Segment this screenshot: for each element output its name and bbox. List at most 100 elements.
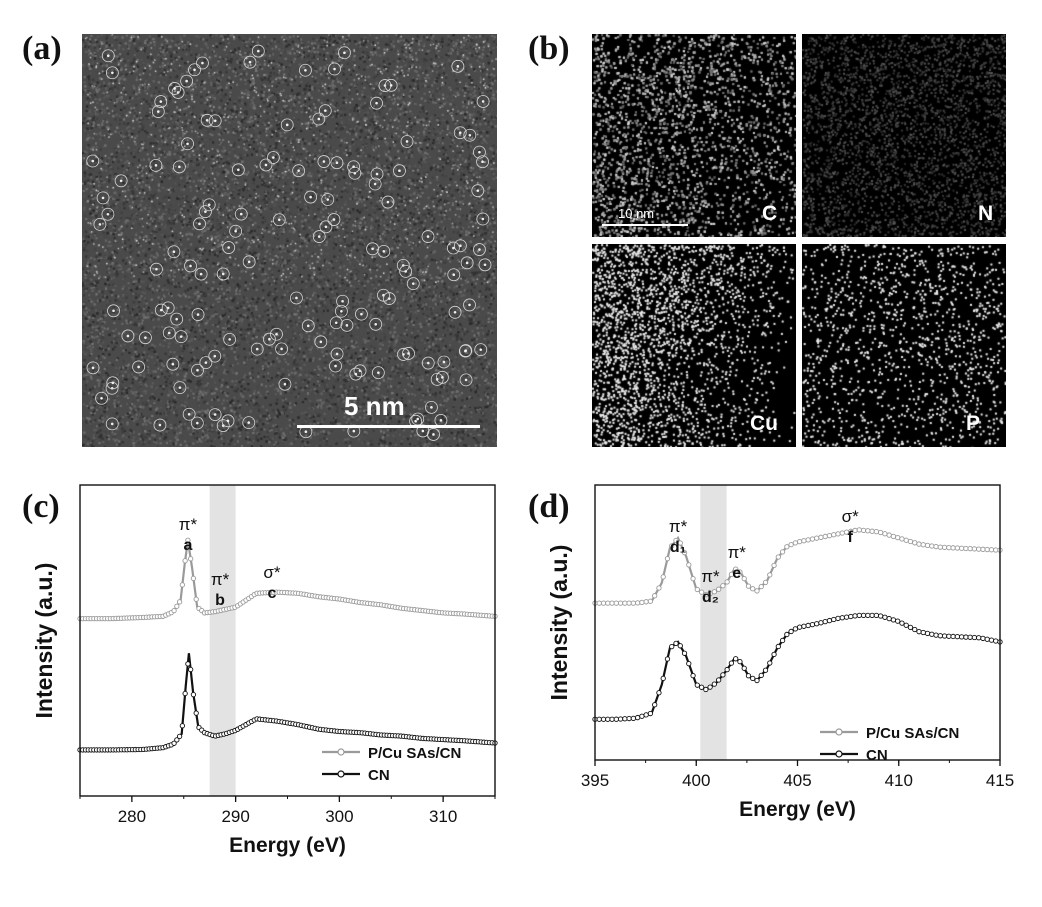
data-point — [916, 541, 922, 547]
atom-marker-circle — [259, 158, 273, 172]
annotation-symbol: π* — [211, 570, 230, 589]
atom-marker-circle — [436, 370, 449, 384]
atom-marker-dot — [388, 297, 391, 300]
atom-marker-dot — [205, 119, 209, 122]
atom-marker-circle — [86, 361, 100, 375]
data-point — [171, 607, 177, 614]
data-point — [937, 633, 943, 639]
atom-marker-circle — [188, 63, 201, 77]
atom-marker-circle — [474, 343, 488, 357]
atom-marker-dot — [178, 165, 181, 169]
data-point — [677, 540, 683, 546]
atom-marker-dot — [204, 210, 207, 213]
atom-marker-circle — [270, 327, 283, 341]
atom-marker-circle — [330, 156, 344, 170]
atom-marker-dot — [213, 354, 217, 358]
data-point — [805, 537, 811, 543]
atom-marker-circle — [250, 342, 264, 356]
atom-marker-dot — [386, 200, 390, 204]
atom-marker-dot — [178, 386, 182, 389]
legend-marker — [835, 728, 843, 736]
atom-marker-dot — [297, 169, 300, 172]
data-point — [758, 583, 764, 590]
data-point — [796, 624, 803, 630]
atom-marker-dot — [268, 337, 271, 341]
atom-marker-circle — [105, 417, 119, 431]
data-point — [767, 572, 773, 578]
atom-marker-circle — [476, 95, 490, 108]
data-point — [188, 556, 194, 562]
atom-marker-dot — [483, 263, 487, 267]
atom-marker-dot — [119, 179, 123, 183]
data-point — [779, 549, 786, 555]
atom-marker-dot — [155, 267, 158, 271]
atom-marker-dot — [371, 247, 374, 251]
atom-marker-circle — [377, 288, 390, 302]
data-point — [814, 621, 820, 627]
atom-marker-circle — [234, 207, 248, 221]
atom-marker-circle — [319, 220, 333, 234]
atom-marker-circle — [400, 135, 414, 148]
atom-marker-dot — [468, 303, 471, 307]
atom-marker-dot — [478, 150, 481, 154]
data-point — [171, 740, 177, 746]
atom-marker-circle — [368, 177, 382, 191]
data-point — [634, 600, 641, 606]
atom-marker-circle — [473, 145, 486, 159]
atom-marker-dot — [154, 164, 158, 167]
atom-marker-dot — [106, 54, 110, 58]
atom-marker-dot — [340, 309, 343, 313]
data-point — [954, 634, 961, 640]
atom-marker-circle — [382, 292, 396, 305]
data-point — [745, 673, 752, 679]
atom-marker-dot — [172, 250, 176, 254]
atom-marker-dot — [439, 419, 443, 422]
data-point — [814, 535, 820, 541]
atom-marker-dot — [479, 348, 483, 351]
atom-marker-circle — [216, 419, 230, 432]
data-point — [737, 659, 743, 665]
annotation-letter: c — [267, 585, 276, 602]
atom-marker-dot — [186, 142, 189, 146]
data-point — [831, 532, 837, 538]
atom-marker-circle — [463, 298, 476, 312]
data-point — [690, 575, 696, 582]
data-point — [976, 635, 982, 641]
atom-marker-dot — [255, 347, 259, 351]
atom-marker-circle — [421, 230, 435, 243]
atom-marker-dot — [156, 110, 160, 113]
data-point — [831, 616, 837, 623]
atom-marker-circle — [328, 62, 341, 76]
data-point — [605, 716, 611, 722]
atom-marker-circle — [166, 357, 180, 371]
data-point — [958, 545, 965, 551]
atom-marker-circle — [221, 414, 235, 428]
data-point — [843, 614, 850, 620]
data-point — [903, 622, 909, 628]
atom-marker-circle — [161, 301, 175, 315]
data-point — [946, 633, 952, 639]
atom-marker-dot — [375, 172, 379, 176]
atom-marker-circle — [105, 66, 119, 80]
atom-marker-circle — [453, 239, 467, 253]
data-point — [941, 544, 948, 551]
annotation-letter: f — [847, 529, 853, 546]
atom-marker-dot — [173, 87, 176, 90]
atom-marker-circle — [396, 258, 410, 272]
atom-marker-circle — [182, 407, 196, 421]
data-point — [941, 633, 948, 639]
data-point — [605, 600, 611, 606]
legend-label: P/Cu SAs/CN — [866, 725, 959, 742]
atom-marker-dot — [453, 311, 457, 314]
atom-marker-circle — [321, 193, 335, 206]
atom-marker-dot — [248, 60, 252, 64]
atom-marker-circle — [370, 96, 383, 110]
data-point — [745, 583, 752, 589]
data-point — [664, 656, 671, 662]
atom-marker-dot — [304, 430, 308, 434]
atom-marker-circle — [174, 330, 188, 344]
data-point — [980, 635, 986, 642]
atom-marker-dot — [98, 223, 102, 226]
data-point — [762, 667, 769, 673]
data-point — [775, 643, 781, 650]
